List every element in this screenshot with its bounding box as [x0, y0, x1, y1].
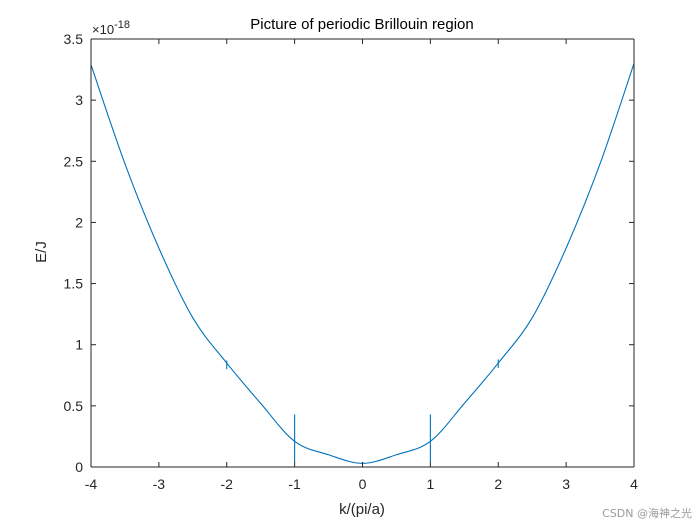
x-tick-label: -4: [85, 476, 98, 492]
x-axis-label: k/(pi/a): [339, 501, 385, 518]
x-tick-label: 4: [630, 476, 638, 492]
x-tick-label: -1: [288, 476, 301, 492]
watermark: CSDN @海神之光: [602, 507, 692, 520]
x-tick-label: -2: [221, 476, 234, 492]
x-tick-label: 3: [562, 476, 570, 492]
y-tick-label: 1.5: [64, 276, 84, 292]
y-tick-label: 2: [75, 214, 83, 230]
x-tick-label: 0: [359, 476, 367, 492]
y-tick-label: 0.5: [64, 398, 84, 414]
x-tick-label: -3: [153, 476, 166, 492]
y-tick-label: 3: [75, 92, 83, 108]
axes: -4 -3 -2 -1 0 1 2 3 4 0 0.5 1 1.5 2 2.5 3 3.5: [64, 31, 639, 492]
y-tick-label: 2.5: [64, 153, 84, 169]
y-axis-exponent: ×10-18: [92, 19, 130, 37]
x-tick-label: 2: [494, 476, 502, 492]
y-tick-label: 1: [75, 337, 83, 353]
x-tick-label: 1: [426, 476, 434, 492]
y-tick-label: 3.5: [64, 31, 84, 47]
y-axis-label: E/J: [33, 241, 50, 263]
chart-title: Picture of periodic Brillouin region: [250, 16, 473, 33]
y-tick-label: 0: [75, 459, 83, 475]
